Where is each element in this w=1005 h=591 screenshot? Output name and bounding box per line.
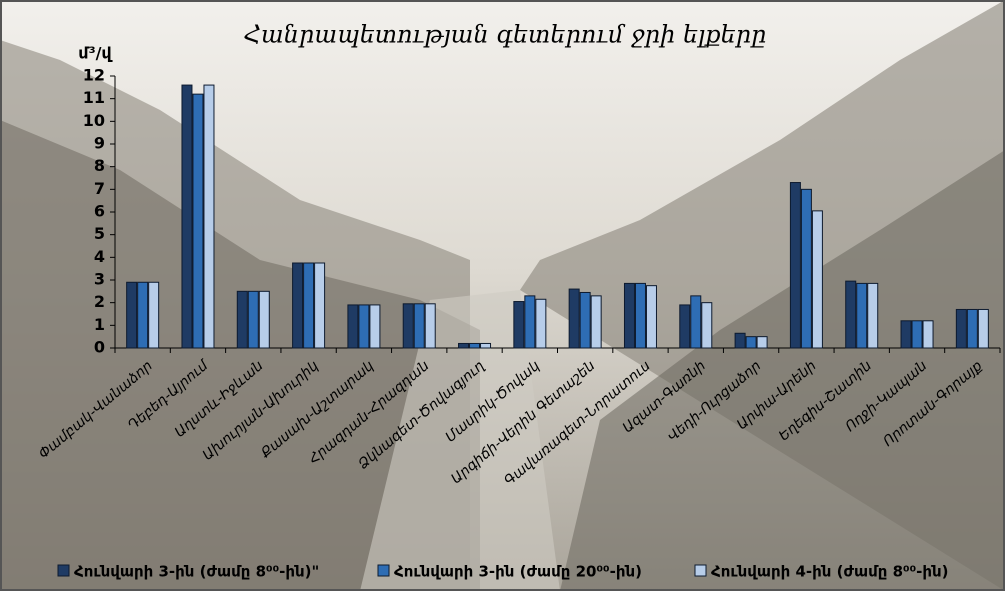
y-tick-label: 9 bbox=[94, 134, 105, 153]
y-tick-label: 1 bbox=[94, 315, 105, 334]
bar bbox=[247, 290, 259, 349]
legend-label: Հունվարի 4-ին (ժամը 8⁰⁰-ին) bbox=[711, 563, 949, 581]
bar bbox=[634, 282, 646, 349]
bar bbox=[148, 281, 160, 349]
valley bbox=[360, 290, 560, 591]
y-tick-label: 0 bbox=[94, 338, 105, 357]
bar bbox=[358, 304, 370, 349]
y-tick-label: 7 bbox=[94, 179, 105, 198]
y-axis-label: մ³/վ bbox=[78, 44, 113, 63]
y-tick-label: 11 bbox=[83, 88, 105, 107]
y-tick-label: 4 bbox=[94, 247, 105, 266]
bar bbox=[524, 295, 536, 349]
bar bbox=[236, 290, 248, 349]
bar bbox=[535, 298, 547, 349]
y-tick-label: 10 bbox=[83, 111, 105, 130]
legend-label: Հունվարի 3-ին (ժամը 8⁰⁰-ին)" bbox=[74, 563, 319, 581]
bar bbox=[413, 303, 425, 349]
bar bbox=[800, 188, 812, 349]
bar bbox=[126, 281, 138, 349]
bar bbox=[458, 342, 470, 349]
bar bbox=[955, 308, 967, 349]
bar bbox=[303, 262, 315, 349]
legend-label: Հունվարի 3-ին (ժամը 20⁰⁰-ին) bbox=[394, 563, 642, 581]
y-tick-label: 5 bbox=[94, 224, 105, 243]
bar bbox=[756, 336, 768, 349]
bar bbox=[192, 93, 204, 349]
legend-swatch bbox=[377, 564, 390, 577]
bar bbox=[734, 332, 746, 349]
y-tick-label: 6 bbox=[94, 202, 105, 221]
bar bbox=[369, 304, 381, 349]
bar bbox=[314, 262, 326, 349]
bar bbox=[645, 285, 657, 349]
bar bbox=[513, 301, 525, 349]
bar bbox=[623, 282, 635, 349]
legend-swatch bbox=[694, 564, 707, 577]
bar bbox=[347, 304, 359, 349]
bar bbox=[402, 303, 414, 349]
bar bbox=[789, 182, 801, 349]
bar bbox=[745, 336, 757, 349]
legend-swatch bbox=[57, 564, 70, 577]
bar bbox=[579, 291, 591, 349]
bar bbox=[590, 295, 602, 349]
bar bbox=[911, 320, 923, 349]
bar bbox=[679, 304, 691, 349]
chart-title: Հանրապետության գետերում ջրի ելքերը bbox=[244, 21, 767, 49]
bar bbox=[203, 84, 215, 349]
bar bbox=[977, 308, 989, 349]
y-tick-label: 2 bbox=[94, 292, 105, 311]
bar bbox=[568, 288, 580, 349]
bar bbox=[701, 302, 713, 349]
bar bbox=[181, 84, 193, 349]
bar bbox=[845, 280, 857, 349]
bar bbox=[690, 295, 702, 349]
y-tick-label: 8 bbox=[94, 156, 105, 175]
bar bbox=[922, 320, 934, 349]
bar bbox=[469, 342, 481, 349]
bar bbox=[424, 303, 436, 349]
bar bbox=[966, 308, 978, 349]
bar bbox=[856, 282, 868, 349]
bar bbox=[258, 290, 270, 349]
bar bbox=[137, 281, 149, 349]
mountain-left-near bbox=[0, 120, 480, 591]
mountain-right-near bbox=[560, 150, 1005, 591]
bar bbox=[292, 262, 304, 349]
y-tick-label: 3 bbox=[94, 270, 105, 289]
bar bbox=[480, 342, 492, 349]
bar bbox=[900, 320, 912, 349]
bar bbox=[867, 282, 879, 349]
y-tick-label: 12 bbox=[83, 66, 105, 85]
bar bbox=[811, 210, 823, 349]
